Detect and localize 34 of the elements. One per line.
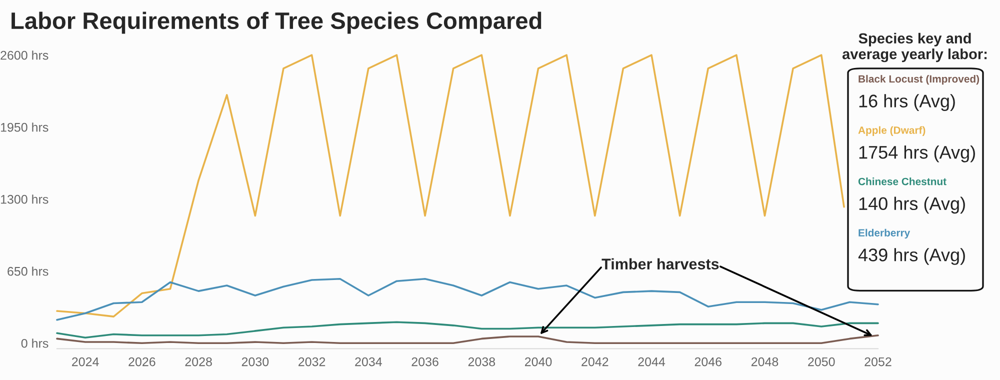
y-tick-label: 1300 hrs — [0, 194, 48, 204]
x-tick-label: 2048 — [751, 357, 778, 366]
line-series — [56, 334, 879, 344]
text: Apple (Dwarf) — [858, 126, 926, 136]
x-tick-label: 2044 — [638, 357, 666, 366]
chart-title: Labor Requirements of Tree Species Compared — [12, 12, 542, 34]
annotation: Timber harvests — [602, 258, 719, 270]
x-tick-label: 2024 — [72, 357, 99, 366]
y-tick-label: 1950 hrs — [0, 122, 48, 132]
legend-title: Species key and average yearly labor: — [842, 32, 987, 62]
x-tick-label: 2050 — [808, 357, 835, 366]
annotation: 16 hrs (Avg) — [859, 94, 955, 112]
text: Elderberry — [858, 228, 910, 239]
x-tick-label: 2042 — [582, 357, 608, 366]
x-tick-label: 2030 — [242, 357, 269, 366]
x-tick-label: 2028 — [185, 357, 212, 366]
line-series — [56, 278, 879, 321]
x-tick-label: 2026 — [128, 357, 156, 366]
x-tick-label: 2046 — [694, 357, 722, 366]
x-tick-label: 2052 — [864, 357, 892, 366]
text: Chinese Chestnut — [858, 178, 946, 186]
y-tick-label: 650 hrs — [8, 266, 48, 276]
annotation: 439 hrs (Avg) — [858, 248, 965, 265]
annotation: 1754 hrs (Avg) — [859, 145, 975, 162]
line-series — [56, 321, 879, 339]
x-tick-label: 2040 — [525, 357, 552, 366]
annotation: 140 hrs (Avg) — [859, 196, 965, 214]
y-tick-label: 2600 hrs — [0, 50, 48, 60]
x-tick-label: 2036 — [412, 357, 438, 366]
x-tick-label: 2034 — [355, 357, 382, 366]
text: Black Locust (Improved) — [858, 74, 980, 85]
x-tick-label: 2032 — [298, 357, 326, 366]
x-tick-label: 2038 — [468, 357, 496, 366]
y-tick-label: 0 hrs — [21, 338, 48, 348]
